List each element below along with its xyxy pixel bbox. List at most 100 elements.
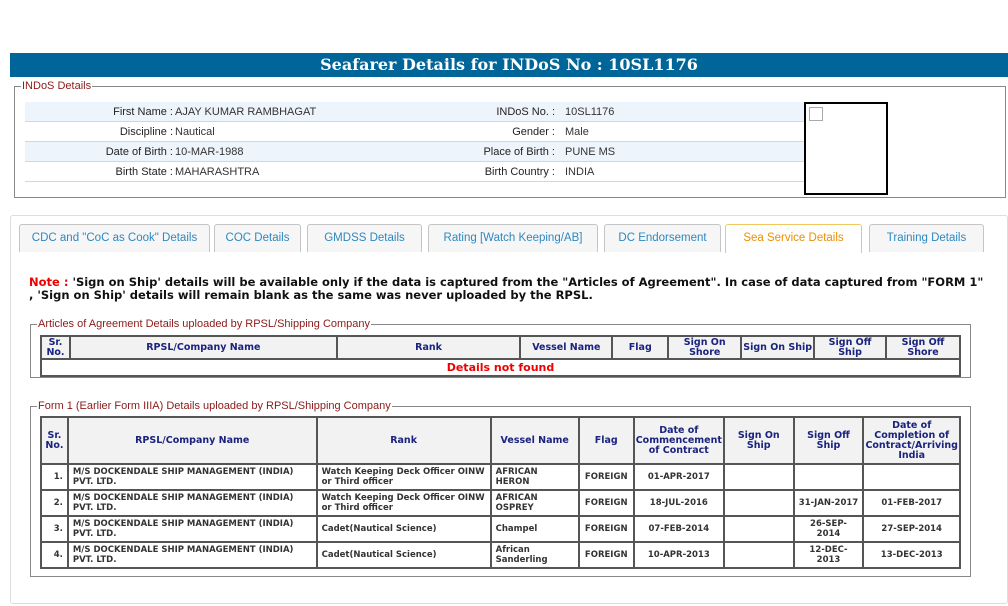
column-header: Flag: [577, 416, 635, 465]
table-cell: 26-SEP-2014: [792, 515, 865, 543]
table-row: 2. M/S DOCKENDALE SHIP MANAGEMENT (INDIA)…: [40, 489, 961, 517]
empty-row: Details not found: [40, 358, 961, 377]
table-cell: [722, 541, 795, 569]
table-cell: M/S DOCKENDALE SHIP MANAGEMENT (INDIA) P…: [66, 515, 318, 543]
table-cell: Watch Keeping Deck Officer OINW or Third…: [315, 463, 492, 491]
table-cell: [722, 489, 795, 517]
field-value: Male: [565, 126, 589, 138]
table-cell: 4.: [40, 541, 69, 569]
table-cell: AFRICAN OSPREY: [489, 489, 580, 517]
table-cell: Champel: [489, 515, 580, 543]
table-row: 4. M/S DOCKENDALE SHIP MANAGEMENT (INDIA)…: [40, 541, 961, 569]
tab-coc-details[interactable]: COC Details: [214, 224, 301, 252]
column-header: Date of Completion of Contract/Arriving …: [862, 416, 961, 465]
indos-legend: INDoS Details: [22, 80, 92, 92]
tab-gmdss-details[interactable]: GMDSS Details: [307, 224, 422, 252]
column-header: Sign Off Ship: [813, 335, 888, 360]
column-header: Flag: [611, 335, 670, 360]
field-value: 10SL1176: [565, 106, 615, 118]
details-not-found: Details not found: [40, 358, 961, 377]
indos-row: Birth State : MAHARASHTRA Birth Country : I…: [25, 162, 805, 182]
table-cell: 01-APR-2017: [632, 463, 725, 491]
column-header: Sign On Shore: [667, 335, 743, 360]
column-header: Sign Off Ship: [792, 416, 865, 465]
table-cell: 31-JAN-2017: [792, 489, 865, 517]
column-header: Sr. No.: [40, 335, 71, 360]
table-cell: M/S DOCKENDALE SHIP MANAGEMENT (INDIA) P…: [66, 463, 318, 491]
table-cell: AFRICAN HERON: [489, 463, 580, 491]
seafarer-photo: [804, 102, 888, 195]
column-header: Rank: [335, 335, 522, 360]
table-cell: FOREIGN: [577, 515, 635, 543]
note-text: Note : 'Sign on Ship' details will be av…: [29, 275, 984, 302]
field-value: PUNE MS: [565, 146, 616, 158]
table-cell: 2.: [40, 489, 69, 517]
column-header: Sign Off Shore: [885, 335, 961, 360]
table-cell: [722, 463, 795, 491]
header-row: Sr. No. RPSL/Company Name Rank Vessel Name F…: [40, 416, 961, 465]
table-cell: FOREIGN: [577, 463, 635, 491]
field-value: MAHARASHTRA: [175, 166, 260, 178]
field-label: Birth Country :: [484, 166, 555, 178]
table-cell: 3.: [40, 515, 69, 543]
form1-section: Form 1 (Earlier Form IIIA) Details uploa…: [30, 400, 971, 577]
column-header: Sign On Ship: [722, 416, 795, 465]
tab-rating-watch-keeping-ab[interactable]: Rating [Watch Keeping/AB]: [428, 224, 598, 252]
table-cell: FOREIGN: [577, 541, 635, 569]
column-header: Rank: [315, 416, 492, 465]
articles-legend: Articles of Agreement Details uploaded b…: [38, 318, 371, 330]
indos-row: Date of Birth :10-MAR-1988 Place of Birth…: [25, 142, 805, 162]
articles-table: Sr. No. RPSL/Company Name Rank Vessel Name F…: [40, 335, 961, 377]
form1-legend: Form 1 (Earlier Form IIIA) Details uploa…: [38, 400, 391, 412]
form1-table: Sr. No. RPSL/Company Name Rank Vessel Name F…: [40, 416, 961, 569]
indos-details-section: INDoS Details First Name : AJAY KUMAR RAM…: [14, 80, 1006, 198]
articles-section: Articles of Agreement Details uploaded b…: [30, 318, 971, 378]
column-header: RPSL/Company Name: [68, 335, 338, 360]
table-cell: African Sanderling: [489, 541, 580, 569]
table-cell: FOREIGN: [577, 489, 635, 517]
field-value: INDIA: [565, 166, 595, 178]
table-cell: 10-APR-2013: [632, 541, 725, 569]
tab-panel: CDC and "CoC as Cook" Details COC Details…: [10, 215, 1008, 604]
table-cell: 01-FEB-2017: [862, 489, 961, 517]
table-cell: 18-JUL-2016: [632, 489, 725, 517]
field-value: 10-MAR-1988: [175, 146, 244, 158]
broken-image-icon: [809, 107, 823, 121]
field-label: Birth State :: [115, 166, 173, 178]
column-header: Sign On Ship: [740, 335, 816, 360]
field-label: INDoS No. :: [496, 106, 555, 118]
tab-training-details[interactable]: Training Details: [869, 224, 984, 252]
table-cell: 07-FEB-2014: [632, 515, 725, 543]
field-value: Nautical: [175, 126, 215, 138]
tab-dc-endorsement[interactable]: DC Endorsement: [604, 224, 721, 252]
table-cell: Cadet(Nautical Science): [315, 541, 492, 569]
field-value: AJAY KUMAR RAMBHAGAT: [175, 106, 317, 118]
tab-sea-service-details[interactable]: Sea Service Details: [725, 224, 862, 253]
column-header: RPSL/Company Name: [66, 416, 318, 465]
table-row: 1. M/S DOCKENDALE SHIP MANAGEMENT (INDIA)…: [40, 463, 961, 491]
indos-row: First Name : AJAY KUMAR RAMBHAGAT INDoS No…: [25, 102, 805, 122]
table-cell: M/S DOCKENDALE SHIP MANAGEMENT (INDIA) P…: [66, 489, 318, 517]
field-label: First Name :: [113, 106, 173, 118]
table-cell: Watch Keeping Deck Officer OINW or Third…: [315, 489, 492, 517]
field-label: Discipline :: [119, 126, 173, 138]
table-row: 3. M/S DOCKENDALE SHIP MANAGEMENT (INDIA)…: [40, 515, 961, 543]
table-cell: 13-DEC-2013: [862, 541, 961, 569]
column-header: Vessel Name: [519, 335, 614, 360]
field-label: Gender :: [512, 126, 555, 138]
tab-cdc-and-coc-as-cook-details[interactable]: CDC and "CoC as Cook" Details: [19, 224, 210, 252]
table-cell: [722, 515, 795, 543]
column-header: Sr. No.: [40, 416, 69, 465]
header-row: Sr. No. RPSL/Company Name Rank Vessel Name F…: [40, 335, 961, 360]
table-cell: 12-DEC-2013: [792, 541, 865, 569]
page-title: Seafarer Details for INDoS No : 10SL1176: [10, 53, 1008, 77]
table-cell: [792, 463, 865, 491]
table-cell: [862, 463, 961, 491]
indos-row: Discipline : Nautical Gender : Male: [25, 122, 805, 142]
field-label: Date of Birth :: [105, 146, 173, 158]
table-cell: M/S DOCKENDALE SHIP MANAGEMENT (INDIA) P…: [66, 541, 318, 569]
column-header: Vessel Name: [489, 416, 580, 465]
column-header: Date of Commencement of Contract: [632, 416, 725, 465]
field-label: Place of Birth :: [483, 146, 555, 158]
table-cell: 1.: [40, 463, 69, 491]
